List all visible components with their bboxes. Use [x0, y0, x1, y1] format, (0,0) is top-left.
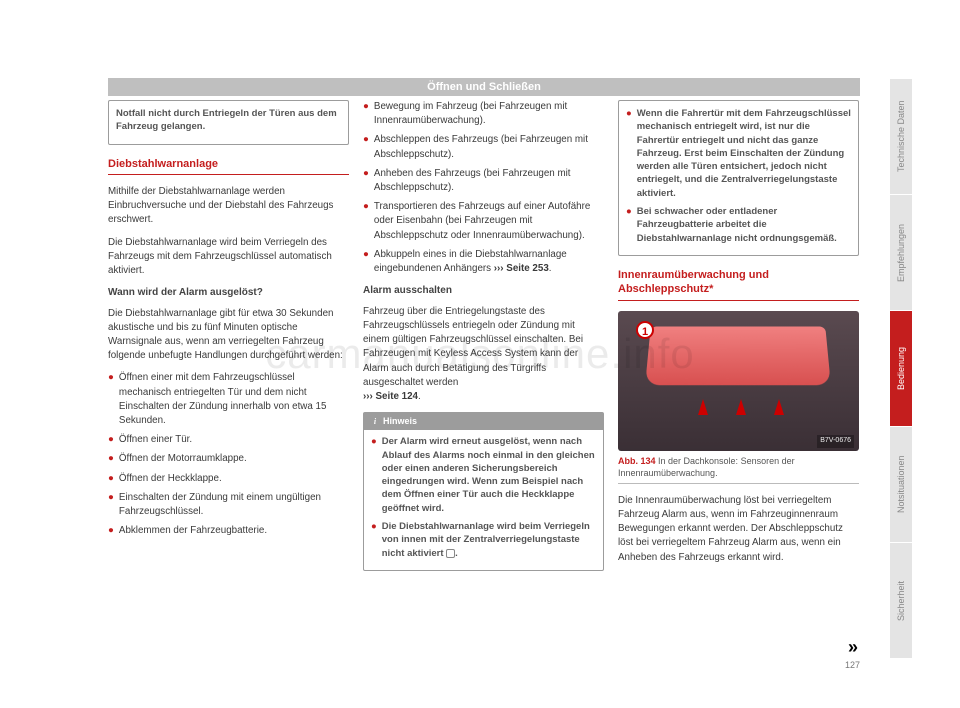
bullet-dot: ● — [626, 205, 632, 245]
bullet-dot: ● — [363, 248, 369, 276]
figure-arrow-icon — [698, 399, 708, 415]
bullet-text: Abklemmen der Fahrzeugbatterie. — [119, 524, 349, 538]
bullet-text: Abkuppeln eines in die Diebstahlwarnanla… — [374, 248, 604, 276]
page-ref: ››› Seite 253 — [494, 263, 549, 274]
note-box: ●Wenn die Fahrertür mit dem Fahrzeugschl… — [618, 100, 859, 256]
bullet-text: Öffnen der Heckklappe. — [119, 472, 349, 486]
bullet-item: ●Bewegung im Fahrzeug (bei Fahrzeugen mi… — [363, 100, 604, 128]
paragraph: Die Diebstahlwarnanlage gibt für etwa 30… — [108, 307, 349, 364]
bullet-text: Abschleppen des Fahrzeugs (bei Fahrzeuge… — [374, 133, 604, 161]
continuation-arrow-icon: » — [848, 637, 858, 658]
text-run: Die Diebstahlwarnanlage wird beim Verrie… — [382, 521, 590, 559]
figure-caption: Abb. 134 In der Dachkonsole: Sensoren de… — [618, 455, 859, 484]
bullet-dot: ● — [108, 371, 114, 428]
figure-arrow-icon — [736, 399, 746, 415]
bullet-dot: ● — [363, 133, 369, 161]
paragraph: Die Innenraumüberwachung löst bei verrie… — [618, 494, 859, 565]
figure-arrow-icon — [774, 399, 784, 415]
bullet-item: ●Transportieren des Fahrzeugs auf einer … — [363, 200, 604, 243]
subheading: Wann wird der Alarm ausgelöst? — [108, 286, 349, 301]
bullet-text: Öffnen der Motorraumklappe. — [119, 452, 349, 466]
section-title-interior: Innenraumüberwachung und Abschleppschutz… — [618, 268, 859, 301]
bullet-dot: ● — [108, 452, 114, 466]
bullet-text: Wenn die Fahrertür mit dem Fahrzeugschlü… — [637, 107, 851, 200]
figure-id-tag: B7V-0676 — [817, 435, 854, 447]
bullet-item: ● Öffnen der Heckklappe. — [108, 472, 349, 486]
page-ref: ››› Seite 124 — [363, 391, 418, 402]
bullet-text: Öffnen einer mit dem Fahrzeugschlüssel m… — [119, 371, 349, 428]
bullet-text: Einschalten der Zündung mit einem ungült… — [119, 491, 349, 519]
tab-technische-daten[interactable]: Technische Daten — [890, 78, 912, 194]
bullet-dot: ● — [371, 520, 377, 560]
hint-title: Hinweis — [383, 416, 417, 426]
bullet-item: ●Die Diebstahlwarnanlage wird beim Verri… — [371, 520, 596, 560]
page-number: 127 — [845, 660, 860, 670]
bullet-item: ●Abkuppeln eines in die Diebstahlwarnanl… — [363, 248, 604, 276]
text-run: . — [418, 391, 421, 402]
subheading: Alarm ausschalten — [363, 284, 604, 299]
bullet-item: ●Bei schwacher oder entladener Fahrzeugb… — [626, 205, 851, 245]
bullet-dot: ● — [108, 472, 114, 486]
bullet-text: Anheben des Fahrzeugs (bei Fahrzeugen mi… — [374, 167, 604, 195]
bullet-text: Bewegung im Fahrzeug (bei Fahrzeugen mit… — [374, 100, 604, 128]
section-title-antitheft: Diebstahlwarnanlage — [108, 157, 349, 175]
bullet-item: ● Öffnen der Motorraumklappe. — [108, 452, 349, 466]
text-run: . — [455, 548, 458, 559]
warning-box-top: Notfall nicht durch Entriegeln der Türen… — [108, 100, 349, 145]
bullet-text: Die Diebstahlwarnanlage wird beim Verrie… — [382, 520, 596, 560]
hint-box: iHinweis ●Der Alarm wird erneut ausgelös… — [363, 412, 604, 571]
chapter-header: Öffnen und Schließen — [108, 78, 860, 96]
content-area: Notfall nicht durch Entriegeln der Türen… — [108, 100, 860, 660]
bullet-text: Der Alarm wird erneut ausgelöst, wenn na… — [382, 435, 596, 515]
manual-page: carmanualsonline.info Öffnen und Schließ… — [0, 0, 960, 708]
tab-sicherheit[interactable]: Sicherheit — [890, 542, 912, 658]
bullet-item: ●Einschalten der Zündung mit einem ungül… — [108, 491, 349, 519]
figure-visor-shape — [645, 326, 831, 385]
bullet-text: Transportieren des Fahrzeugs auf einer A… — [374, 200, 604, 243]
text-run: Fahrzeug über die Entriegelungstaste des… — [363, 306, 583, 388]
column-1: Notfall nicht durch Entriegeln der Türen… — [108, 100, 349, 660]
bullet-item: ●Abschleppen des Fahrzeugs (bei Fahrzeug… — [363, 133, 604, 161]
paragraph: Mithilfe der Diebstahlwarnanlage werden … — [108, 185, 349, 228]
paragraph: Fahrzeug über die Entriegelungstaste des… — [363, 305, 604, 404]
bullet-text: Bei schwacher oder entladener Fahrzeugba… — [637, 205, 851, 245]
bullet-item: ●Anheben des Fahrzeugs (bei Fahrzeugen m… — [363, 167, 604, 195]
bullet-dot: ● — [108, 433, 114, 447]
tab-notsituationen[interactable]: Notsituationen — [890, 426, 912, 542]
figure-134: 1 B7V-0676 — [618, 311, 859, 451]
tab-bedienung[interactable]: Bedienung — [890, 310, 912, 426]
bullet-item: ● Öffnen einer Tür. — [108, 433, 349, 447]
bullet-text: Öffnen einer Tür. — [119, 433, 349, 447]
warning-text: Notfall nicht durch Entriegeln der Türen… — [116, 107, 341, 134]
bullet-dot: ● — [363, 200, 369, 243]
tab-empfehlungen[interactable]: Empfehlungen — [890, 194, 912, 310]
hint-box-header: iHinweis — [364, 413, 603, 430]
column-3: ●Wenn die Fahrertür mit dem Fahrzeugschl… — [618, 100, 859, 660]
paragraph: Die Diebstahlwarnanlage wird beim Verrie… — [108, 236, 349, 279]
lock-icon — [446, 549, 455, 558]
bullet-dot: ● — [626, 107, 632, 200]
bullet-item: ●Wenn die Fahrertür mit dem Fahrzeugschl… — [626, 107, 851, 200]
bullet-dot: ● — [371, 435, 377, 515]
bullet-dot: ● — [363, 167, 369, 195]
column-2: ●Bewegung im Fahrzeug (bei Fahrzeugen mi… — [363, 100, 604, 660]
side-tabs: Technische Daten Empfehlungen Bedienung … — [890, 78, 912, 658]
info-icon: i — [370, 417, 380, 427]
figure-callout-1: 1 — [636, 321, 654, 339]
bullet-item: ●Öffnen einer mit dem Fahrzeugschlüssel … — [108, 371, 349, 428]
text-run: . — [549, 263, 552, 274]
bullet-item: ●Der Alarm wird erneut ausgelöst, wenn n… — [371, 435, 596, 515]
figure-label: Abb. 134 — [618, 456, 656, 466]
bullet-item: ● Abklemmen der Fahrzeugbatterie. — [108, 524, 349, 538]
bullet-dot: ● — [108, 524, 114, 538]
bullet-dot: ● — [108, 491, 114, 519]
bullet-dot: ● — [363, 100, 369, 128]
